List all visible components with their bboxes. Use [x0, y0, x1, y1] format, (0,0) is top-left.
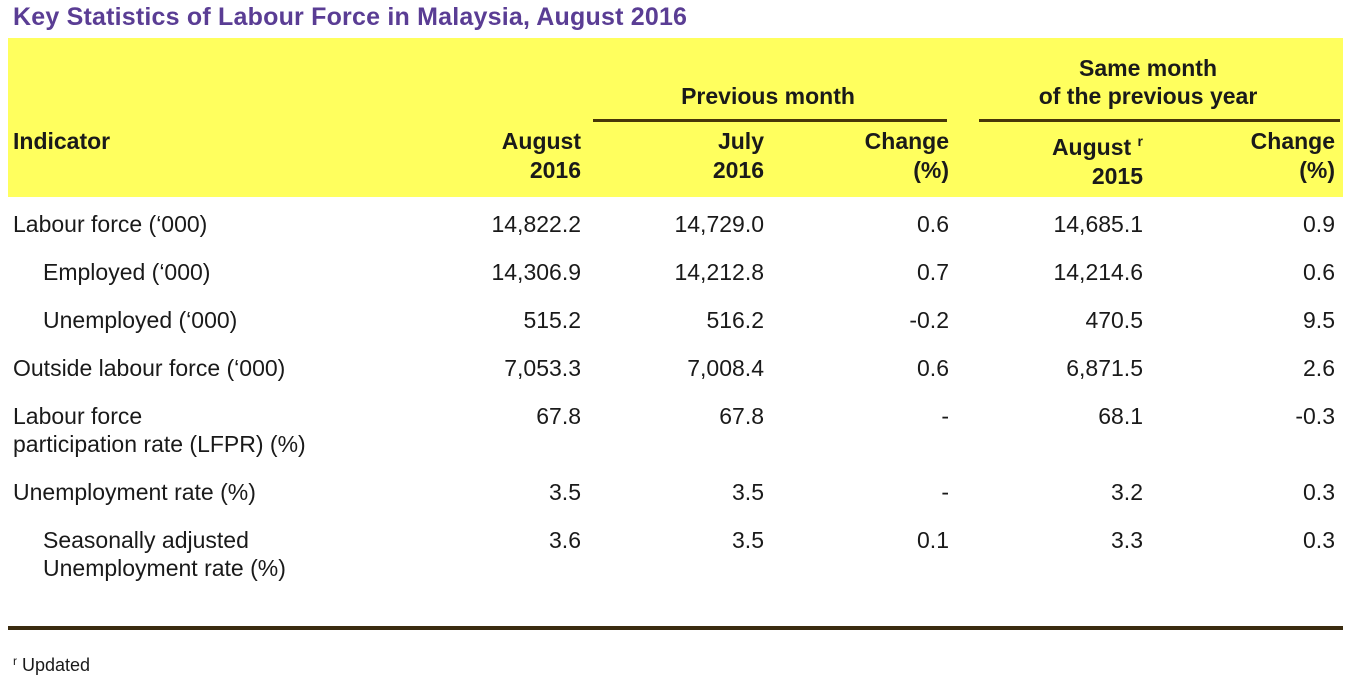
- table-row-unemployment-rate: Unemployment rate (%) 3.5 3.5 - 3.2 0.3: [8, 478, 1343, 506]
- cell-change-mom: -: [941, 479, 949, 505]
- table-row-labour-force: Labour force (‘000) 14,822.2 14,729.0 0.…: [8, 210, 1343, 238]
- group-previous-month: Previous month: [583, 38, 953, 122]
- cell-aug2015: 14,685.1: [1053, 211, 1143, 237]
- row-label: Unemployed (‘000): [43, 307, 238, 333]
- column-header-august-2015-line2: 2015: [1091, 163, 1143, 189]
- cell-aug2015: 6,871.5: [1066, 355, 1143, 381]
- cell-aug2016: 14,306.9: [491, 259, 581, 285]
- table-row-seasonally-adjusted-unemployment-rate: Seasonally adjusted Unemployment rate (%…: [8, 526, 1343, 582]
- table-body: Labour force (‘000) 14,822.2 14,729.0 0.…: [8, 197, 1343, 582]
- cell-jul2016: 14,729.0: [674, 211, 764, 237]
- revised-superscript: r: [1137, 133, 1143, 149]
- group-previous-month-rule: [593, 119, 947, 122]
- cell-change-mom: 0.7: [917, 259, 949, 285]
- column-header-change-yoy-line2: (%): [1299, 157, 1335, 183]
- cell-change-yoy: 2.6: [1303, 355, 1335, 381]
- cell-change-yoy: -0.3: [1295, 403, 1335, 429]
- row-label-line1: Labour force: [13, 403, 143, 429]
- column-header-august-2015: August r 2015: [953, 127, 1148, 191]
- column-header-july-2016-line1: July: [717, 128, 764, 154]
- column-header-july-2016-line2: 2016: [712, 157, 764, 183]
- cell-aug2016: 3.5: [549, 479, 581, 505]
- cell-jul2016: 3.5: [732, 479, 764, 505]
- group-previous-month-label: Previous month: [681, 83, 855, 109]
- cell-change-mom: 0.6: [917, 355, 949, 381]
- row-label: Outside labour force (‘000): [13, 355, 286, 381]
- column-header-change-mom-line1: Change: [864, 128, 949, 154]
- cell-aug2015: 68.1: [1098, 403, 1143, 429]
- column-group-row: Previous month Same month of the previou…: [8, 38, 1343, 122]
- cell-change-yoy: 9.5: [1303, 307, 1335, 333]
- cell-jul2016: 14,212.8: [674, 259, 764, 285]
- cell-aug2015: 3.2: [1111, 479, 1143, 505]
- column-header-august-2016-line2: 2016: [529, 157, 581, 183]
- column-header-row: Indicator August 2016 July 2016 Change (…: [8, 122, 1343, 191]
- group-spacer: [8, 38, 583, 122]
- column-header-indicator: Indicator: [13, 128, 111, 154]
- cell-change-yoy: 0.9: [1303, 211, 1335, 237]
- group-same-month-label-line1: Same month: [1078, 55, 1218, 81]
- group-same-month-rule: [979, 119, 1340, 122]
- page-title: Key Statistics of Labour Force in Malays…: [13, 3, 688, 31]
- cell-aug2016: 515.2: [523, 307, 581, 333]
- cell-change-yoy: 0.3: [1303, 527, 1335, 553]
- table-row-outside-labour-force: Outside labour force (‘000) 7,053.3 7,00…: [8, 354, 1343, 382]
- row-label: Employed (‘000): [43, 259, 211, 285]
- column-header-august-2016: August 2016: [448, 127, 583, 191]
- column-header-august-2015-line1: August r: [953, 127, 1143, 162]
- group-same-month-label-line2: of the previous year: [1038, 83, 1258, 109]
- cell-change-mom: 0.6: [917, 211, 949, 237]
- table-row-lfpr: Labour force participation rate (LFPR) (…: [8, 402, 1343, 458]
- footnote: r Updated: [13, 650, 90, 676]
- row-label: Labour force participation rate (LFPR) (…: [8, 402, 448, 458]
- row-label-line2: Unemployment rate (%): [43, 555, 286, 581]
- table-header-band: Previous month Same month of the previou…: [8, 38, 1343, 197]
- group-same-month: Same month of the previous year: [953, 38, 1343, 122]
- cell-jul2016: 516.2: [706, 307, 764, 333]
- row-label-line2: participation rate (LFPR) (%): [13, 431, 306, 457]
- column-header-change-mom-line2: (%): [913, 157, 949, 183]
- cell-change-mom: -: [941, 403, 949, 429]
- cell-jul2016: 67.8: [719, 403, 764, 429]
- cell-aug2015: 14,214.6: [1053, 259, 1143, 285]
- cell-change-mom: 0.1: [917, 527, 949, 553]
- cell-aug2016: 67.8: [536, 403, 581, 429]
- column-header-july-2016: July 2016: [583, 127, 768, 191]
- cell-change-yoy: 0.6: [1303, 259, 1335, 285]
- cell-aug2015: 470.5: [1085, 307, 1143, 333]
- cell-jul2016: 7,008.4: [687, 355, 764, 381]
- column-header-august-2016-line1: August: [501, 128, 581, 154]
- row-label-line1: Seasonally adjusted: [43, 527, 249, 553]
- cell-aug2016: 14,822.2: [491, 211, 581, 237]
- cell-change-mom: -0.2: [909, 307, 949, 333]
- column-header-change-mom: Change (%): [768, 127, 953, 191]
- table-row-employed: Employed (‘000) 14,306.9 14,212.8 0.7 14…: [8, 258, 1343, 286]
- column-header-august-2015-text: August: [1051, 134, 1132, 160]
- column-header-change-yoy-line1: Change: [1250, 128, 1335, 154]
- cell-aug2016: 7,053.3: [504, 355, 581, 381]
- row-label: Seasonally adjusted Unemployment rate (%…: [8, 526, 448, 582]
- footnote-text: Updated: [22, 655, 91, 675]
- footnote-superscript: r: [13, 654, 17, 668]
- column-header-change-yoy: Change (%): [1148, 127, 1343, 191]
- cell-aug2015: 3.3: [1111, 527, 1143, 553]
- table-bottom-rule: [8, 626, 1343, 630]
- row-label: Unemployment rate (%): [13, 479, 256, 505]
- table-row-unemployed: Unemployed (‘000) 515.2 516.2 -0.2 470.5…: [8, 306, 1343, 334]
- cell-jul2016: 3.5: [732, 527, 764, 553]
- cell-change-yoy: 0.3: [1303, 479, 1335, 505]
- cell-aug2016: 3.6: [549, 527, 581, 553]
- row-label: Labour force (‘000): [13, 211, 208, 237]
